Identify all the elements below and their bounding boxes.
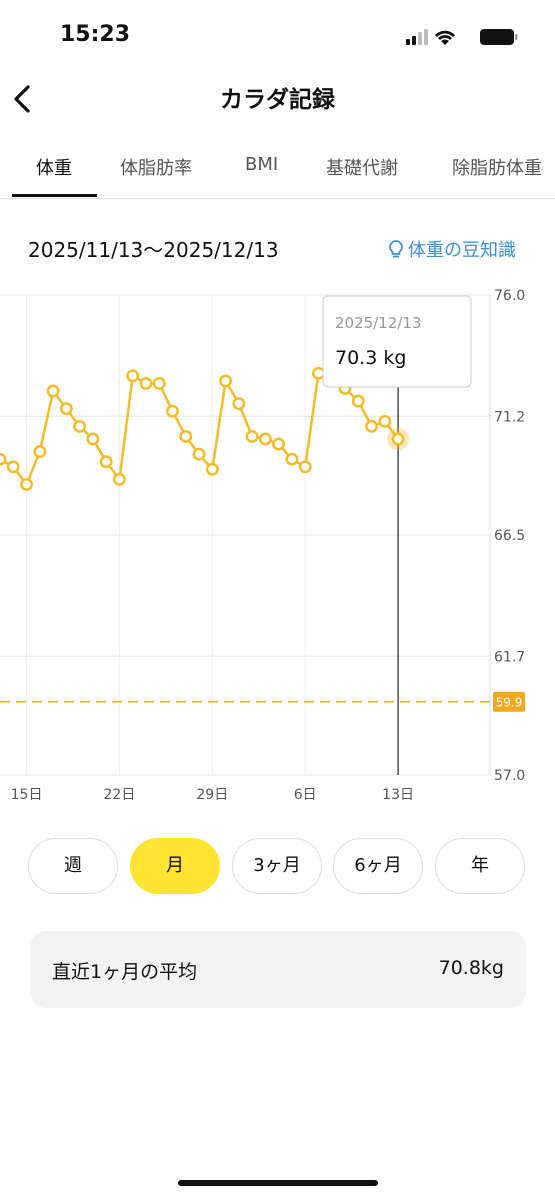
x-tick-label: 13日 (382, 787, 414, 803)
chart: 57.0 61.7 66.5 71.2 76.0 15日 22日 29日 6日 13日 59.9 20… (0, 288, 525, 803)
weight-point (59, 402, 73, 416)
weight-point (365, 419, 379, 433)
tab[interactable]: 基礎代謝 (326, 158, 398, 179)
weight-point (192, 447, 206, 461)
tooltip-value: 70.3 kg (335, 347, 406, 369)
weight-point (166, 404, 179, 418)
tips-text: 体重の豆知識 (408, 240, 516, 261)
tab-bar: 体重 体脂肪率 BMI 基礎代謝 除脂肪体重 (0, 150, 555, 199)
weight-point (351, 394, 365, 408)
weight-point (86, 432, 100, 446)
reference-label: 59.9 (496, 696, 523, 710)
weight-point (139, 376, 153, 390)
back-button[interactable] (10, 84, 34, 114)
weight-point (6, 460, 20, 474)
status-icons (406, 29, 518, 45)
y-tick-label: 57.0 (494, 768, 525, 784)
y-tick-label: 71.2 (494, 409, 525, 425)
weight-point (312, 366, 325, 380)
weight-point (378, 414, 392, 428)
summary-label: 直近1ヶ月の平均 (52, 961, 198, 983)
x-tick-label: 22日 (104, 787, 136, 803)
date-range: 2025/11/13〜2025/12/13 (28, 238, 279, 262)
y-tick-label: 76.0 (494, 288, 525, 304)
period-button[interactable]: 3ヶ月 (232, 838, 322, 894)
home-indicator (178, 1180, 378, 1186)
weight-point (99, 455, 113, 469)
y-tick-label: 66.5 (494, 528, 525, 544)
weight-point (33, 445, 47, 459)
tab[interactable]: BMI (245, 154, 279, 175)
tab-indicator (12, 194, 97, 197)
tab[interactable]: 除脂肪体重 (452, 158, 542, 179)
weight-point (46, 384, 60, 398)
status-time: 15:23 (60, 22, 131, 47)
y-tick-label: 61.7 (494, 649, 525, 665)
bulb-icon (389, 240, 403, 258)
x-tick-label: 6日 (294, 787, 317, 803)
weight-point (205, 462, 219, 476)
tab[interactable]: 体重 (36, 158, 72, 179)
x-tick-label: 15日 (11, 787, 43, 803)
weight-point (73, 419, 87, 433)
period-button[interactable]: 6ヶ月 (333, 838, 423, 894)
period-button[interactable]: 月 (130, 838, 220, 894)
weight-point (272, 437, 286, 451)
tips-link[interactable]: 体重の豆知識 (388, 236, 516, 262)
period-button[interactable]: 年 (435, 838, 525, 894)
period-selector: 週月 3ヶ月 6ヶ月年 (0, 838, 555, 898)
weight-point (298, 460, 312, 474)
weight-point (232, 397, 246, 411)
tab[interactable]: 体脂肪率 (120, 158, 192, 179)
weight-point (20, 478, 33, 491)
weight-point (285, 452, 299, 466)
tooltip-date: 2025/12/13 (335, 314, 421, 332)
summary-value: 70.8kg (438, 957, 504, 979)
weight-point (245, 430, 259, 443)
period-button[interactable]: 週 (28, 838, 118, 894)
tooltip-box (322, 295, 472, 388)
weight-point (112, 472, 126, 486)
weight-point (219, 374, 233, 388)
weight-point (258, 432, 272, 446)
reference-badge (493, 691, 525, 712)
weight-line (0, 372, 400, 486)
x-tick-label: 29日 (196, 787, 228, 803)
weight-point (391, 432, 405, 446)
weight-point (152, 376, 166, 390)
page-title: カラダ記録 (220, 87, 335, 113)
summary-card: 直近1ヶ月の平均 70.8kg (30, 931, 526, 1008)
weight-point (126, 369, 140, 383)
weight-point (179, 430, 193, 443)
weight-point (0, 452, 7, 466)
